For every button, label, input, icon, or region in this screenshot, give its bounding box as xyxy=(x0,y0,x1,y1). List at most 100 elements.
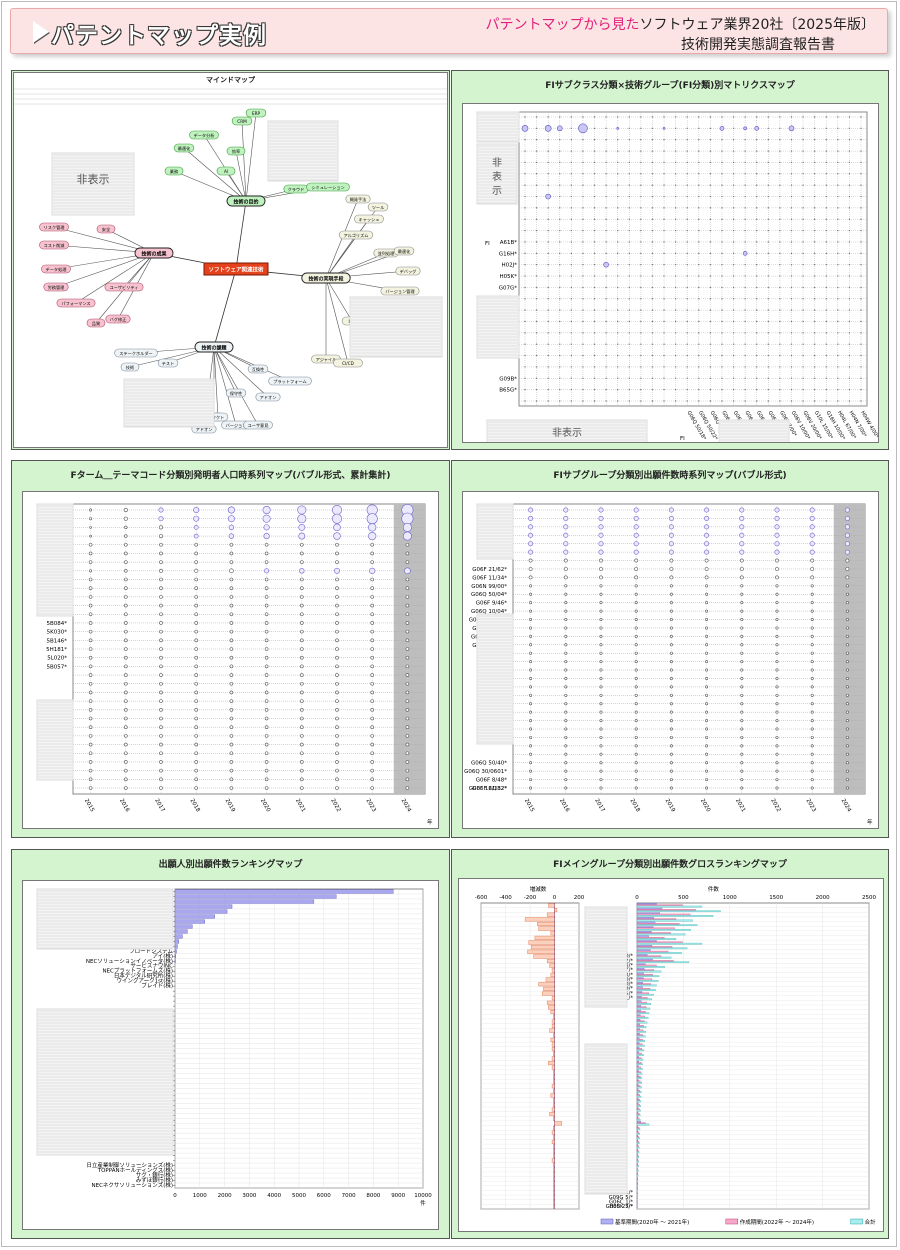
matrix-point xyxy=(628,218,630,220)
matrix-point xyxy=(674,343,677,345)
matrix-point xyxy=(524,400,526,402)
matrix-point xyxy=(790,309,793,311)
series-bar xyxy=(636,1168,639,1171)
mindmap-connector xyxy=(235,150,247,202)
bubble-point xyxy=(370,708,375,712)
bubble-point xyxy=(299,612,304,617)
bubble-point xyxy=(229,560,234,564)
bubble-point xyxy=(740,693,744,697)
bubble-point xyxy=(405,690,410,695)
matrix-point xyxy=(663,377,665,379)
bubble-point xyxy=(528,567,533,571)
matrix-point xyxy=(848,195,851,198)
delta-bar xyxy=(551,1139,555,1144)
series-bar xyxy=(636,1079,639,1082)
matrix-point xyxy=(570,252,573,255)
delta-bar xyxy=(551,1023,555,1028)
matrix-point xyxy=(628,127,630,130)
bubble-point xyxy=(402,531,412,541)
mindmap-leaf-label: テスト xyxy=(162,361,175,367)
bubble-point xyxy=(370,664,375,669)
bubble-point xyxy=(775,735,779,739)
bubble-point xyxy=(809,524,815,530)
bubble-point xyxy=(370,760,375,764)
matrix-point xyxy=(593,366,596,368)
matrix-point xyxy=(779,161,781,164)
matrix-point xyxy=(559,377,561,379)
bubble-point xyxy=(124,786,128,790)
delta-bar xyxy=(551,1042,555,1047)
matrix-point xyxy=(767,150,770,152)
bubble-point xyxy=(335,638,339,643)
matrix-point xyxy=(570,218,573,220)
matrix-point xyxy=(674,366,677,368)
matrix-point xyxy=(570,366,573,368)
matrix-point xyxy=(674,127,677,130)
matrix-point xyxy=(779,241,781,243)
series-bar xyxy=(636,936,665,939)
panel-mindmap: マインドマップ AI 効率 データ分析 最適化 業務 CRM ERP クラウド シミュレーション… xyxy=(11,70,450,450)
matrix-point xyxy=(663,343,665,345)
delta-bar xyxy=(553,1074,555,1079)
bubble-point xyxy=(88,708,93,712)
delta-bar xyxy=(551,1056,555,1061)
matrix-point xyxy=(524,229,526,232)
matrix-point xyxy=(535,309,538,311)
matrix-point xyxy=(709,298,712,300)
mindmap-leaf-label: 業務 xyxy=(170,168,179,175)
matrix-point xyxy=(721,263,723,266)
matrix-point xyxy=(732,173,735,175)
mindmap-leaf-node xyxy=(86,318,106,328)
bubble-point xyxy=(264,629,269,634)
matrix-point xyxy=(663,184,665,186)
bubble-point xyxy=(264,612,269,617)
bubble-point xyxy=(705,744,709,748)
matrix-point xyxy=(593,286,596,289)
matrix-point xyxy=(628,388,630,391)
bubble-point xyxy=(124,525,128,530)
matrix-point xyxy=(779,343,781,345)
bubble-point xyxy=(705,592,709,596)
bubble-point xyxy=(264,673,269,677)
matrix-point xyxy=(790,150,793,152)
matrix-point xyxy=(848,332,851,334)
y-tick-label: みずほ銀行(株) xyxy=(136,1176,173,1184)
series-bar xyxy=(636,1040,646,1042)
matrix-point xyxy=(721,388,723,391)
series-bar xyxy=(636,1174,639,1177)
matrix-point xyxy=(628,116,630,118)
series-bar xyxy=(636,975,660,977)
series-bar xyxy=(636,942,703,945)
mindmap-leaf-label: コスト削減 xyxy=(44,242,66,249)
mindmap-leaf-node xyxy=(225,388,247,398)
bubble-point xyxy=(263,524,270,531)
bubble-point xyxy=(124,586,128,590)
bubble-point xyxy=(405,777,410,782)
bubble-point xyxy=(370,742,375,747)
y-tick-label: 5B057* xyxy=(46,664,67,670)
series-bar xyxy=(636,1060,639,1063)
delta-bar xyxy=(553,1135,555,1140)
bubble-point xyxy=(158,516,164,522)
bubble-point xyxy=(159,777,163,782)
mindmap-leaf-label: ユーザ意見 xyxy=(248,422,270,429)
subgroup-svg: G06F 21/62*G06F 11/34*G06N 99/00*G06Q 50… xyxy=(464,503,873,826)
matrix-point xyxy=(698,207,700,209)
matrix-point xyxy=(640,207,642,209)
matrix-point xyxy=(813,139,816,141)
series-bar xyxy=(636,1054,644,1056)
matrix-point xyxy=(674,173,677,175)
series-bar xyxy=(636,1117,640,1120)
bubble-point xyxy=(669,752,673,756)
matrix-point xyxy=(547,241,549,243)
matrix-point xyxy=(674,229,677,232)
bubble-point xyxy=(370,716,375,721)
bubble-point xyxy=(598,541,604,547)
matrix-point xyxy=(651,150,654,152)
bar xyxy=(174,914,215,919)
bubble-point xyxy=(634,660,638,664)
delta-bar xyxy=(550,1093,555,1098)
bubble-point xyxy=(228,533,235,539)
matrix-point xyxy=(767,252,770,255)
